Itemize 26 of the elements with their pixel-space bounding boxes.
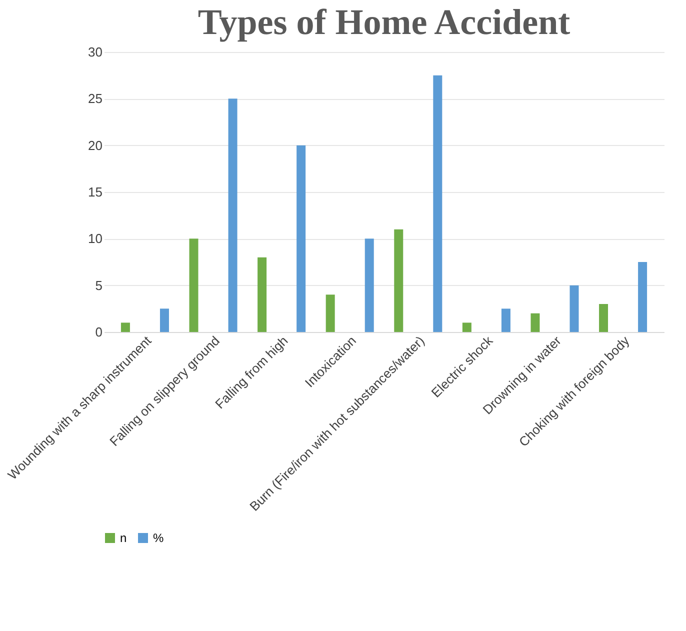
bar: [462, 322, 472, 332]
y-tick-label: 0: [95, 324, 102, 340]
legend-label: %: [153, 531, 164, 545]
bar: [638, 262, 648, 332]
bar: [228, 98, 238, 332]
y-tick-label: 30: [88, 44, 102, 60]
y-tick-label: 20: [88, 138, 102, 153]
y-tick-label: 10: [88, 231, 102, 246]
bar: [433, 75, 442, 332]
y-tick-label: 15: [88, 184, 102, 200]
bar: [599, 304, 608, 332]
legend-label: n: [120, 531, 127, 545]
bar: [530, 313, 540, 332]
bar: [364, 238, 374, 332]
bar: [394, 229, 404, 332]
bar: [160, 308, 169, 332]
y-tick-label: 5: [95, 278, 102, 293]
bar: [189, 238, 198, 332]
y-tick-label: 25: [88, 91, 102, 106]
bar: [120, 322, 130, 332]
chart-title: Types of Home Accident: [198, 2, 570, 42]
bar: [570, 285, 579, 332]
bar: [296, 145, 306, 332]
bar: [501, 308, 510, 332]
bar: [326, 294, 335, 332]
bar: [258, 257, 267, 332]
